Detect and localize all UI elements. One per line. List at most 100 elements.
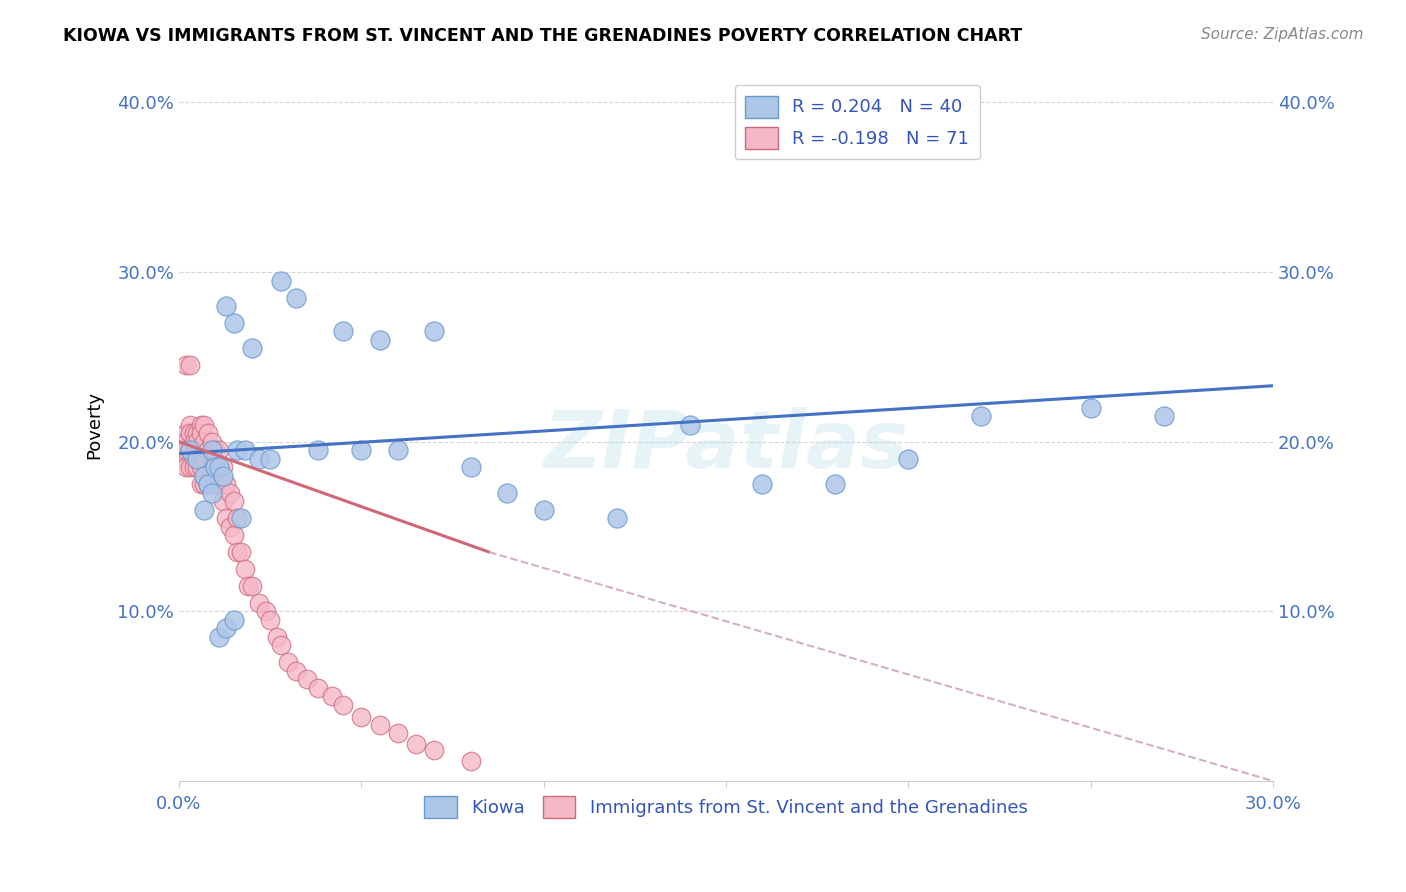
Point [423,743,446,757]
Point [266,630,288,644]
Point [215,621,238,635]
Point [256,604,278,618]
Point [233,562,256,576]
Point [211,494,233,508]
Point [238,579,260,593]
Point [186,460,208,475]
Point [179,460,201,475]
Point [204,477,226,491]
Point [183,451,205,466]
Point [295,672,318,686]
Point [423,325,446,339]
Point [204,443,226,458]
Point [201,451,224,466]
Point [179,443,201,458]
Point [211,468,233,483]
Point [174,434,197,449]
Point [190,426,212,441]
Point [186,451,208,466]
Point [259,613,281,627]
Point [172,451,194,466]
Point [183,434,205,449]
Point [247,451,270,466]
Point [201,485,224,500]
Point [193,468,215,483]
Point [183,426,205,441]
Point [368,333,391,347]
Point [193,434,215,449]
Point [897,451,920,466]
Point [240,342,263,356]
Point [204,460,226,475]
Point [226,511,249,525]
Point [215,511,238,525]
Point [219,485,242,500]
Point [332,325,354,339]
Point [533,502,555,516]
Point [193,451,215,466]
Point [190,460,212,475]
Text: ZIPatlas: ZIPatlas [544,407,908,485]
Point [197,477,219,491]
Point [186,451,208,466]
Y-axis label: Poverty: Poverty [86,391,103,458]
Point [277,655,299,669]
Point [751,477,773,491]
Point [1153,409,1175,424]
Point [190,477,212,491]
Point [193,477,215,491]
Point [174,443,197,458]
Point [179,443,201,458]
Point [222,494,245,508]
Point [284,291,307,305]
Point [208,460,231,475]
Point [172,443,194,458]
Point [307,681,329,695]
Point [183,460,205,475]
Point [201,477,224,491]
Point [186,434,208,449]
Point [606,511,628,525]
Point [215,477,238,491]
Point [179,417,201,432]
Point [179,359,201,373]
Point [197,426,219,441]
Text: Source: ZipAtlas.com: Source: ZipAtlas.com [1201,27,1364,42]
Point [247,596,270,610]
Text: KIOWA VS IMMIGRANTS FROM ST. VINCENT AND THE GRENADINES POVERTY CORRELATION CHAR: KIOWA VS IMMIGRANTS FROM ST. VINCENT AND… [63,27,1022,45]
Point [460,460,482,475]
Point [186,426,208,441]
Point [172,434,194,449]
Point [193,417,215,432]
Point [678,417,700,432]
Point [190,417,212,432]
Point [222,613,245,627]
Point [387,443,409,458]
Point [208,443,231,458]
Point [970,409,993,424]
Point [208,630,231,644]
Point [222,316,245,330]
Point [240,579,263,593]
Point [201,434,224,449]
Point [201,443,224,458]
Point [190,443,212,458]
Point [270,638,292,652]
Point [229,545,252,559]
Point [368,718,391,732]
Point [405,737,427,751]
Point [208,477,231,491]
Point [174,460,197,475]
Point [350,443,373,458]
Point [211,460,233,475]
Point [215,299,238,313]
Point [332,698,354,712]
Point [259,451,281,466]
Point [460,754,482,768]
Point [1080,401,1102,415]
Point [229,511,252,525]
Point [222,528,245,542]
Point [350,709,373,723]
Point [174,359,197,373]
Point [233,443,256,458]
